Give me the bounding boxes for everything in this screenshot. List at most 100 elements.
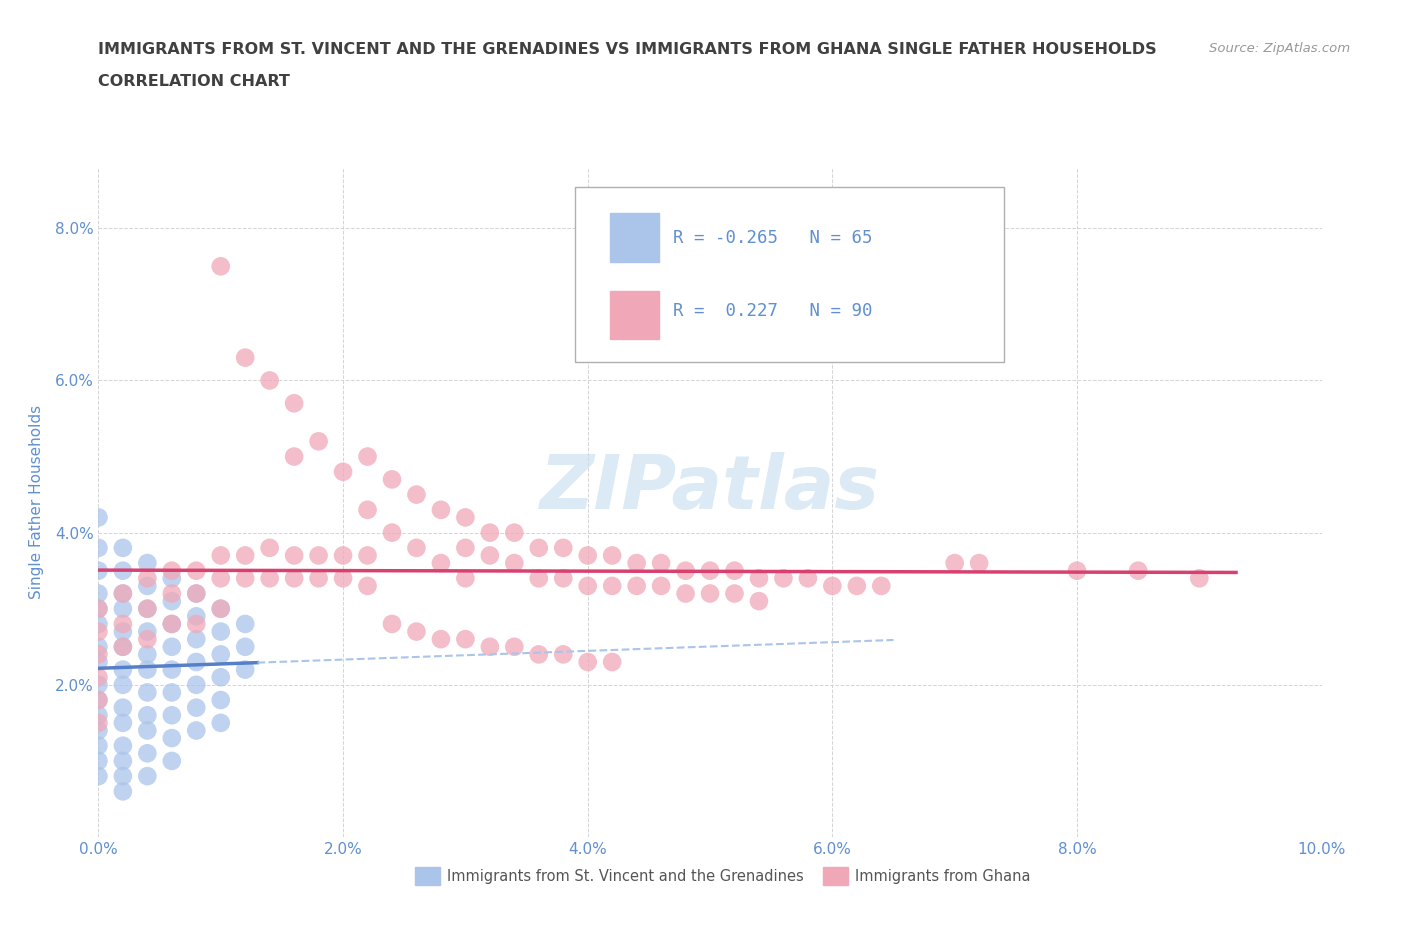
Point <box>87 708 110 723</box>
Point <box>283 548 305 563</box>
Point <box>186 655 208 670</box>
Point <box>478 639 501 654</box>
Point <box>87 693 110 708</box>
Point <box>209 602 232 617</box>
Point <box>943 555 966 570</box>
Point <box>600 578 623 593</box>
Point <box>209 670 232 684</box>
Point <box>209 624 232 639</box>
Point <box>405 624 427 639</box>
Point <box>233 662 256 677</box>
Point <box>233 351 256 365</box>
Point <box>405 487 427 502</box>
Text: Immigrants from Ghana: Immigrants from Ghana <box>855 870 1031 884</box>
Point <box>209 602 232 617</box>
Point <box>136 624 159 639</box>
Point <box>233 571 256 586</box>
Point <box>87 639 110 654</box>
Point <box>600 655 623 670</box>
Point <box>136 662 159 677</box>
Point <box>332 548 354 563</box>
Point <box>87 769 110 784</box>
Point <box>675 586 697 601</box>
Text: CORRELATION CHART: CORRELATION CHART <box>98 74 290 89</box>
Point <box>136 555 159 570</box>
Point <box>503 639 526 654</box>
Point <box>111 662 134 677</box>
Point <box>111 639 134 654</box>
Point <box>160 571 183 586</box>
Text: ZIPatlas: ZIPatlas <box>540 452 880 525</box>
Point <box>111 738 134 753</box>
Point <box>233 639 256 654</box>
Point <box>111 564 134 578</box>
Point <box>454 631 477 646</box>
Point <box>283 449 305 464</box>
Point <box>87 738 110 753</box>
Point <box>308 434 330 449</box>
Point <box>527 571 550 586</box>
Point <box>87 602 110 617</box>
Point <box>186 631 208 646</box>
Point <box>233 617 256 631</box>
Point <box>160 593 183 608</box>
Point <box>111 677 134 692</box>
Text: Source: ZipAtlas.com: Source: ZipAtlas.com <box>1209 42 1350 55</box>
Point <box>527 647 550 662</box>
Point <box>454 571 477 586</box>
Point <box>87 753 110 768</box>
Point <box>283 396 305 411</box>
Point <box>87 723 110 737</box>
Point <box>1066 564 1088 578</box>
Point <box>87 617 110 631</box>
Point <box>259 373 281 388</box>
Point <box>87 647 110 662</box>
Point <box>503 525 526 540</box>
Point <box>748 571 770 586</box>
Point <box>797 571 820 586</box>
Point <box>576 578 599 593</box>
Point <box>160 708 183 723</box>
Point <box>136 602 159 617</box>
Point <box>186 564 208 578</box>
Point <box>186 586 208 601</box>
Point <box>626 578 648 593</box>
Point <box>699 564 721 578</box>
Point <box>332 464 354 479</box>
Point <box>111 753 134 768</box>
Point <box>283 571 305 586</box>
Point <box>111 602 134 617</box>
Point <box>111 769 134 784</box>
Point <box>160 662 183 677</box>
Point <box>478 548 501 563</box>
Point <box>772 571 794 586</box>
Point <box>553 571 575 586</box>
Bar <box>610 290 658 339</box>
Point <box>381 472 404 486</box>
Point <box>553 540 575 555</box>
Point <box>87 602 110 617</box>
Point <box>209 715 232 730</box>
Point <box>186 609 208 624</box>
Point <box>111 715 134 730</box>
Text: Immigrants from St. Vincent and the Grenadines: Immigrants from St. Vincent and the Gren… <box>447 870 804 884</box>
Point <box>87 715 110 730</box>
Point <box>136 769 159 784</box>
Point <box>356 578 378 593</box>
Point <box>111 784 134 799</box>
Point <box>136 647 159 662</box>
Point <box>454 510 477 525</box>
Point <box>160 731 183 746</box>
Text: R = -0.265   N = 65: R = -0.265 N = 65 <box>673 229 873 246</box>
Point <box>209 647 232 662</box>
Point <box>209 259 232 273</box>
Point <box>478 525 501 540</box>
Point <box>430 555 453 570</box>
Point <box>111 617 134 631</box>
Point <box>209 571 232 586</box>
Point <box>160 639 183 654</box>
Point <box>160 564 183 578</box>
Point <box>87 655 110 670</box>
Point <box>186 700 208 715</box>
Point <box>650 578 672 593</box>
